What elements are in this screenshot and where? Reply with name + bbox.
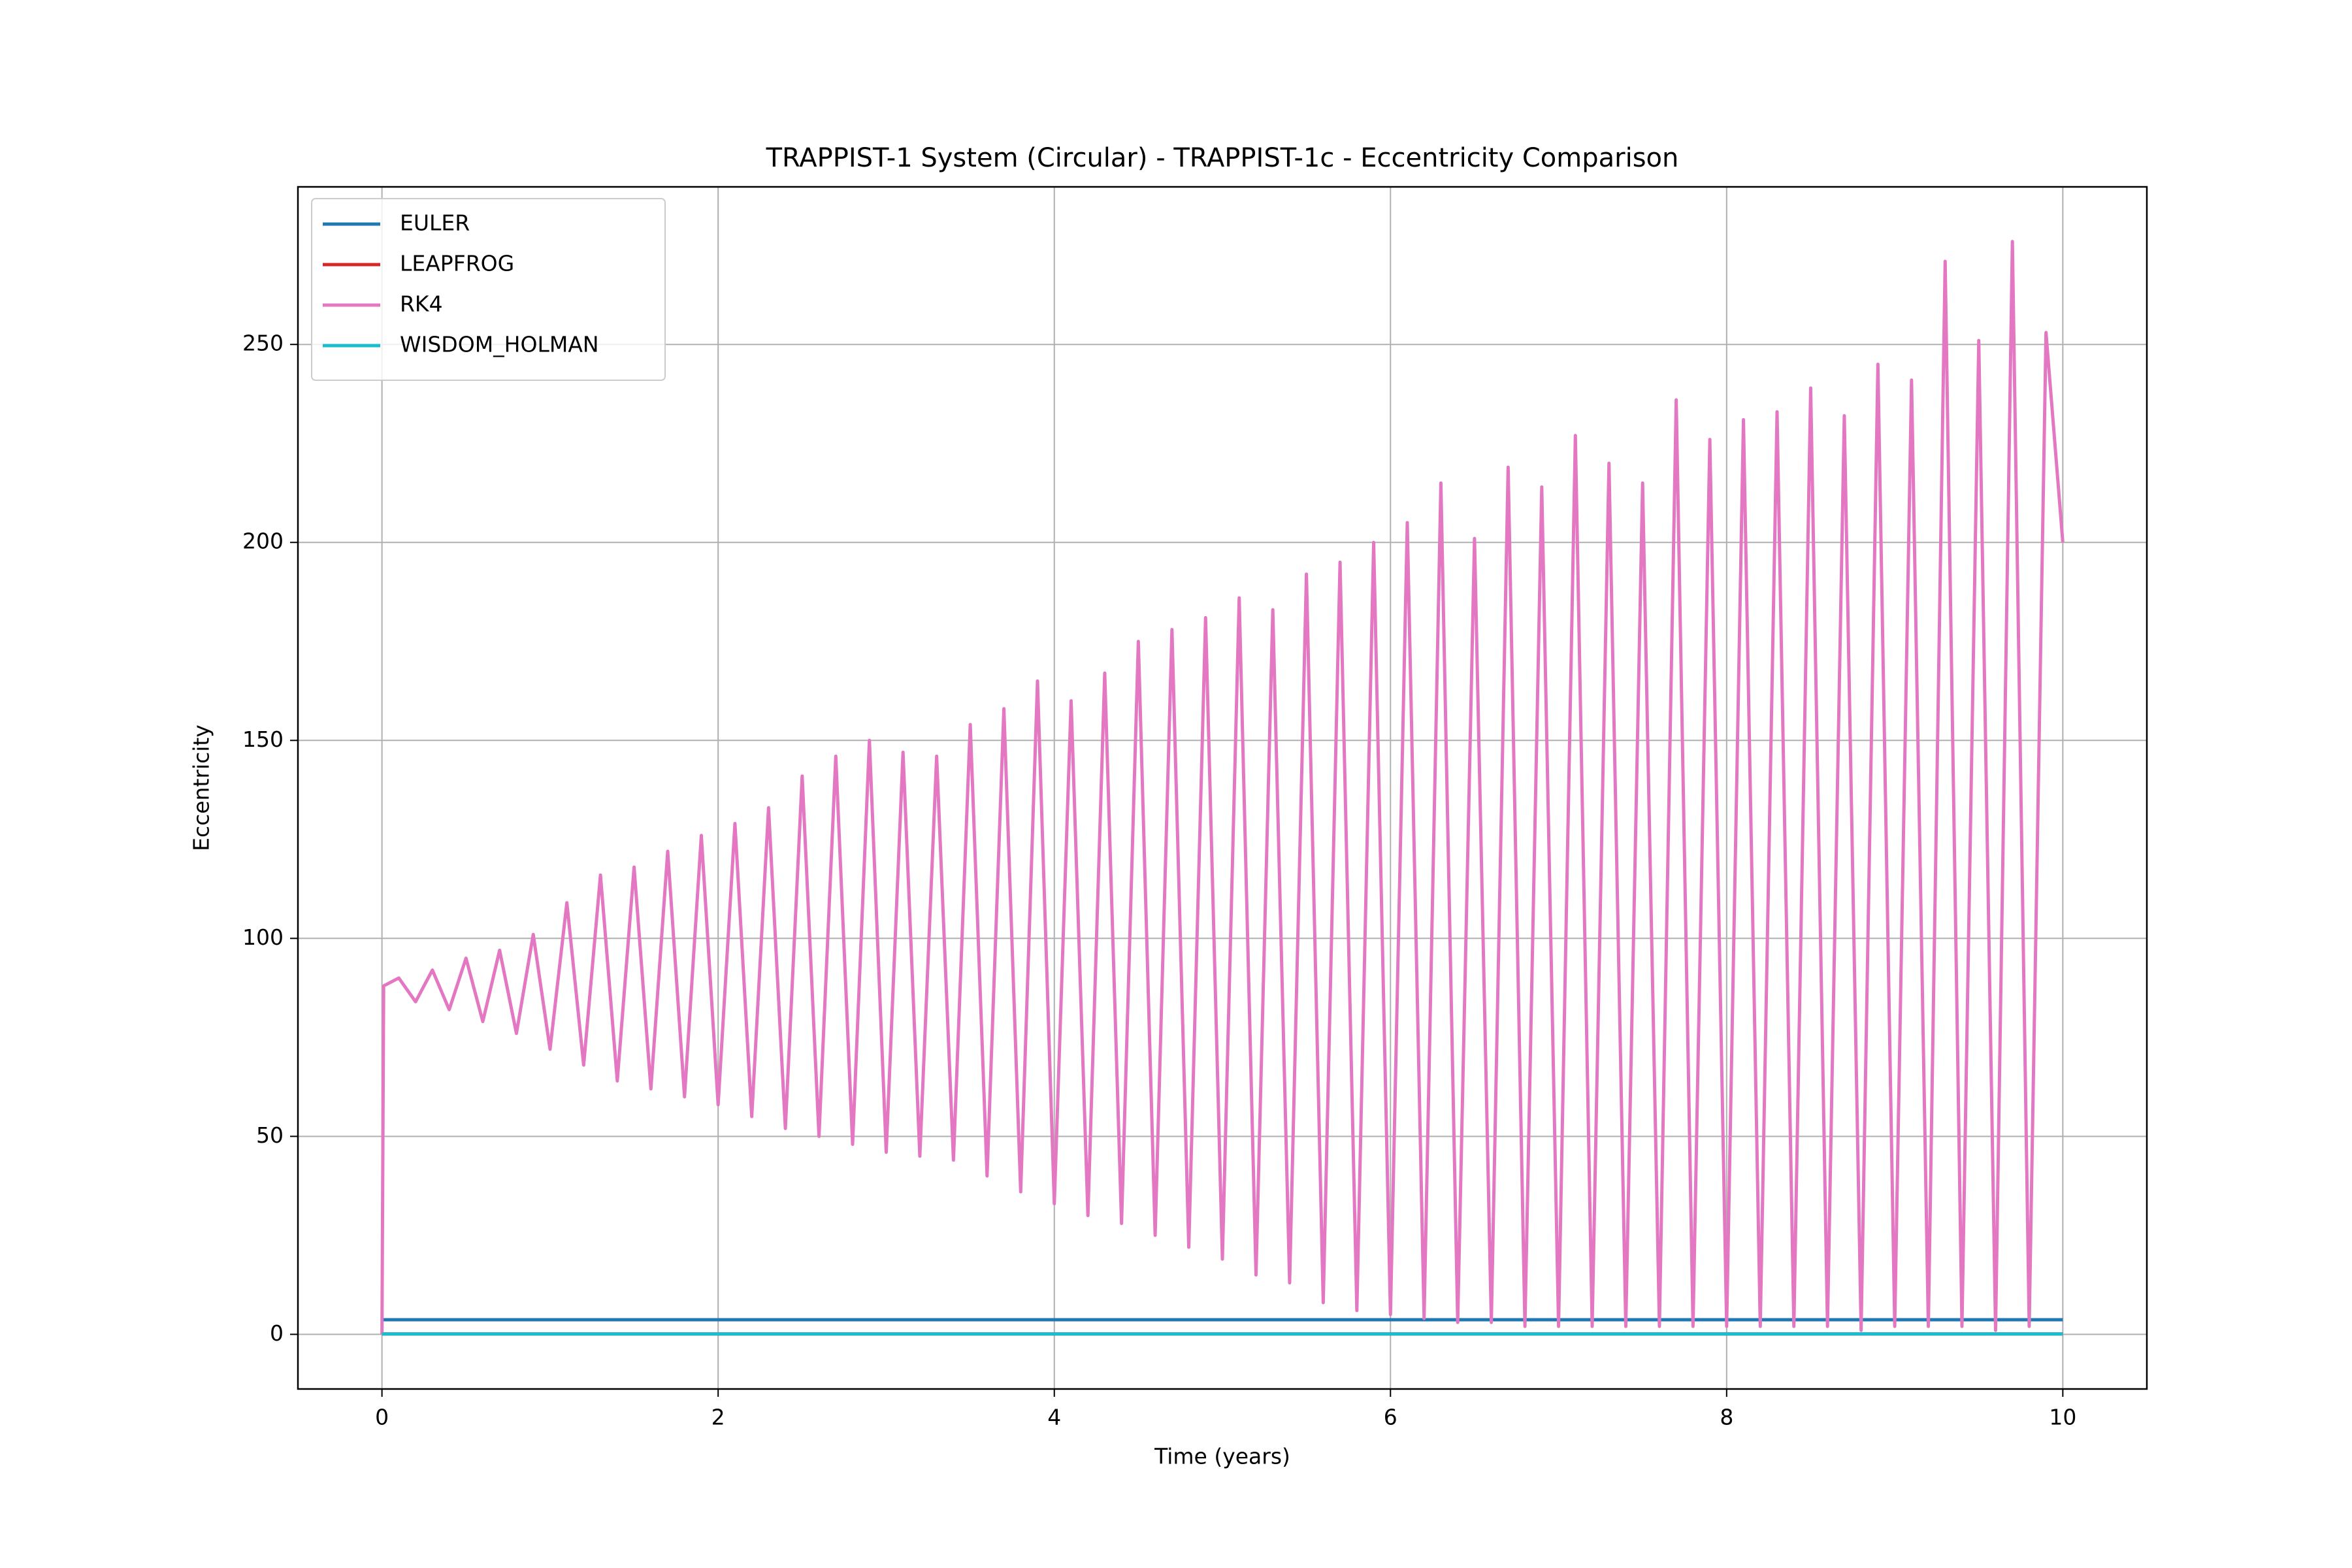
x-tick-label: 8 [1720,1405,1733,1430]
x-tick-label: 10 [2049,1405,2076,1430]
y-tick-label: 50 [256,1122,284,1148]
legend-label: WISDOM_HOLMAN [400,332,599,357]
x-tick-label: 6 [1384,1405,1397,1430]
x-axis-label: Time (years) [1154,1444,1290,1469]
x-tick-label: 0 [375,1405,389,1430]
x-tick-label: 2 [711,1405,725,1430]
y-tick-label: 0 [270,1320,284,1346]
legend-label: LEAPFROG [400,251,514,276]
y-tick-label: 250 [242,331,284,356]
x-tick-label: 4 [1047,1405,1061,1430]
y-tick-label: 100 [242,924,284,950]
legend-label: RK4 [400,291,443,317]
chart-title: TRAPPIST-1 System (Circular) - TRAPPIST-… [766,143,1679,173]
plot-frame [297,186,2148,1390]
legend-label: EULER [400,210,470,236]
series-line [380,240,2065,1335]
legend: EULER LEAPFROG RK4 WISDOM_HOLMAN [311,198,666,381]
y-tick-label: 200 [242,529,284,554]
legend-box [311,198,666,381]
y-axis-label: Eccentricity [189,725,214,851]
y-tick-label: 150 [242,727,284,752]
